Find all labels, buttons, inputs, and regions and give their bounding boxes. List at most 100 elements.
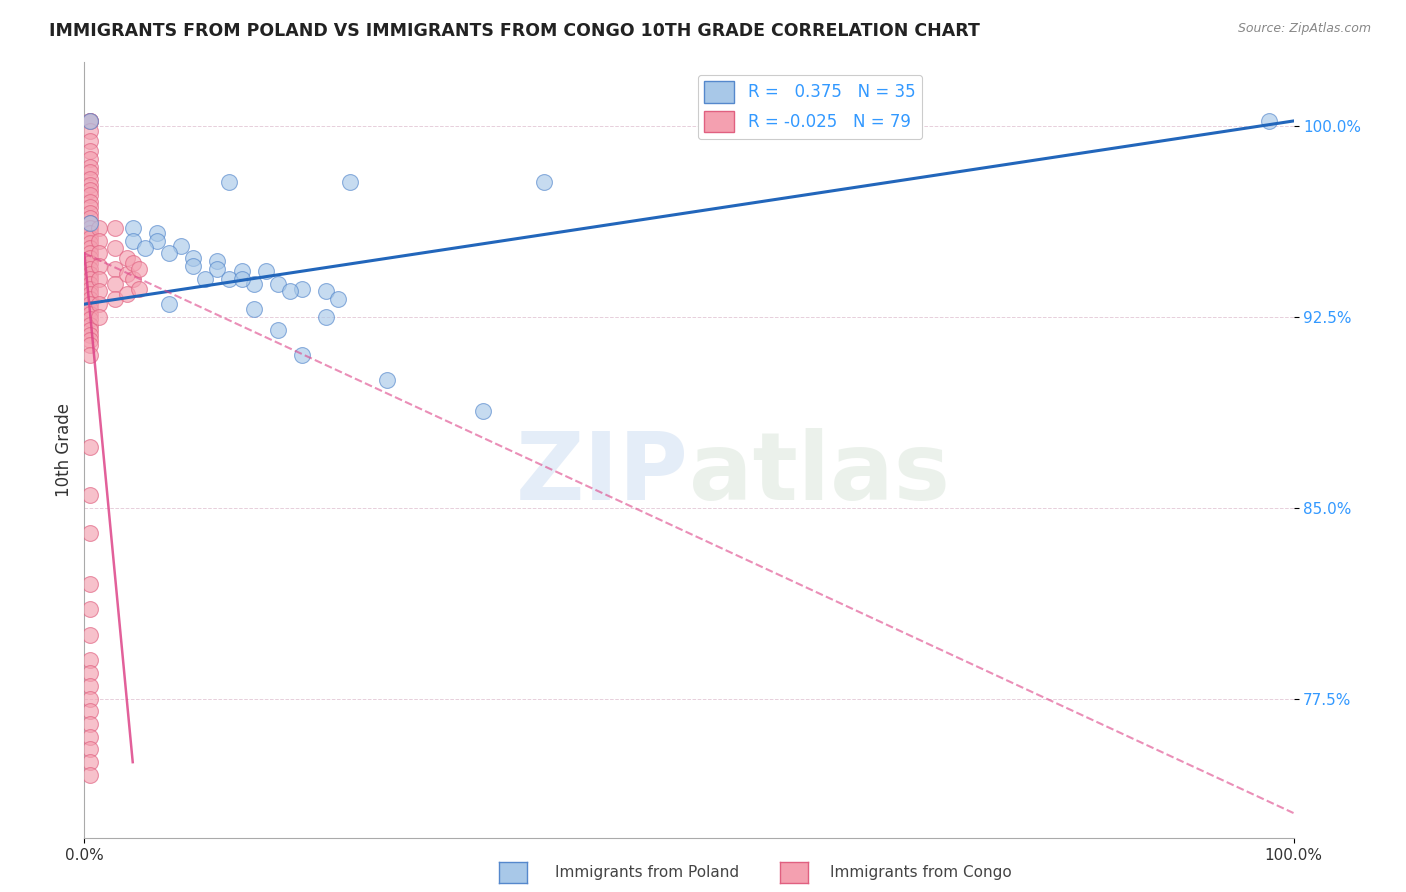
Text: IMMIGRANTS FROM POLAND VS IMMIGRANTS FROM CONGO 10TH GRADE CORRELATION CHART: IMMIGRANTS FROM POLAND VS IMMIGRANTS FRO… <box>49 22 980 40</box>
Point <box>134 241 156 255</box>
Point <box>254 264 277 278</box>
Point <box>267 323 290 337</box>
Point <box>79 231 101 245</box>
Text: Immigrants from Poland: Immigrants from Poland <box>555 865 740 880</box>
Point <box>267 277 290 291</box>
Point <box>87 297 110 311</box>
Point <box>79 236 101 251</box>
Point <box>79 114 101 128</box>
Point <box>328 292 350 306</box>
Point <box>242 277 264 291</box>
Point <box>79 124 101 138</box>
Point <box>104 220 127 235</box>
Point <box>242 302 264 317</box>
Point <box>79 114 101 128</box>
Point <box>79 277 101 291</box>
Point <box>157 246 180 260</box>
Point <box>79 152 101 166</box>
Point <box>79 577 101 591</box>
Point <box>79 323 101 337</box>
Point <box>128 261 150 276</box>
Point <box>207 261 229 276</box>
Point <box>79 246 101 260</box>
Point <box>121 271 143 285</box>
Point <box>218 175 240 189</box>
Point <box>79 292 101 306</box>
Point <box>79 216 101 230</box>
Point <box>87 271 110 285</box>
Point <box>146 226 169 240</box>
Point <box>79 165 101 179</box>
Point <box>79 691 101 706</box>
Point <box>87 285 110 299</box>
Point <box>79 271 101 285</box>
Point <box>87 259 110 273</box>
Point <box>79 704 101 718</box>
Point <box>79 297 101 311</box>
Point <box>87 220 110 235</box>
Point <box>79 333 101 347</box>
Point <box>115 267 138 281</box>
Point <box>79 653 101 667</box>
Point <box>79 318 101 332</box>
Point <box>533 175 555 189</box>
Point <box>79 267 101 281</box>
Point <box>79 145 101 159</box>
Point <box>181 252 204 266</box>
Point <box>79 261 101 276</box>
Point <box>315 285 337 299</box>
Text: Immigrants from Congo: Immigrants from Congo <box>830 865 1011 880</box>
Point <box>79 134 101 148</box>
Point <box>291 282 314 296</box>
Point <box>79 183 101 197</box>
Point <box>278 285 301 299</box>
Point <box>79 338 101 352</box>
Point <box>79 327 101 342</box>
Point <box>79 211 101 225</box>
Point <box>87 234 110 248</box>
Point <box>79 730 101 744</box>
Point <box>375 374 398 388</box>
Point <box>79 755 101 769</box>
Point <box>79 526 101 541</box>
Point <box>79 220 101 235</box>
Point <box>79 307 101 321</box>
Point <box>181 259 204 273</box>
Point <box>104 241 127 255</box>
Point <box>79 172 101 186</box>
Point <box>79 256 101 270</box>
Point <box>79 717 101 731</box>
Point <box>79 160 101 174</box>
Point <box>79 114 101 128</box>
Point <box>87 310 110 324</box>
Point <box>128 282 150 296</box>
Point <box>79 241 101 255</box>
Point <box>121 220 143 235</box>
Point <box>194 271 217 285</box>
Point <box>207 253 229 268</box>
Point <box>79 488 101 502</box>
Point <box>79 768 101 782</box>
Point <box>79 114 101 128</box>
Text: ZIP: ZIP <box>516 428 689 520</box>
Point <box>79 252 101 266</box>
Point <box>115 252 138 266</box>
Point <box>79 201 101 215</box>
Text: Source: ZipAtlas.com: Source: ZipAtlas.com <box>1237 22 1371 36</box>
Point <box>115 287 138 301</box>
Point <box>104 261 127 276</box>
Point <box>291 348 314 362</box>
Point <box>79 195 101 210</box>
Point <box>79 440 101 454</box>
Point <box>170 238 193 252</box>
Point <box>79 628 101 642</box>
Point <box>79 679 101 693</box>
Point <box>104 292 127 306</box>
Point <box>157 297 180 311</box>
Point <box>231 264 253 278</box>
Point <box>87 246 110 260</box>
Point <box>1258 114 1281 128</box>
Point <box>79 287 101 301</box>
Point <box>315 310 337 324</box>
Point <box>79 187 101 202</box>
